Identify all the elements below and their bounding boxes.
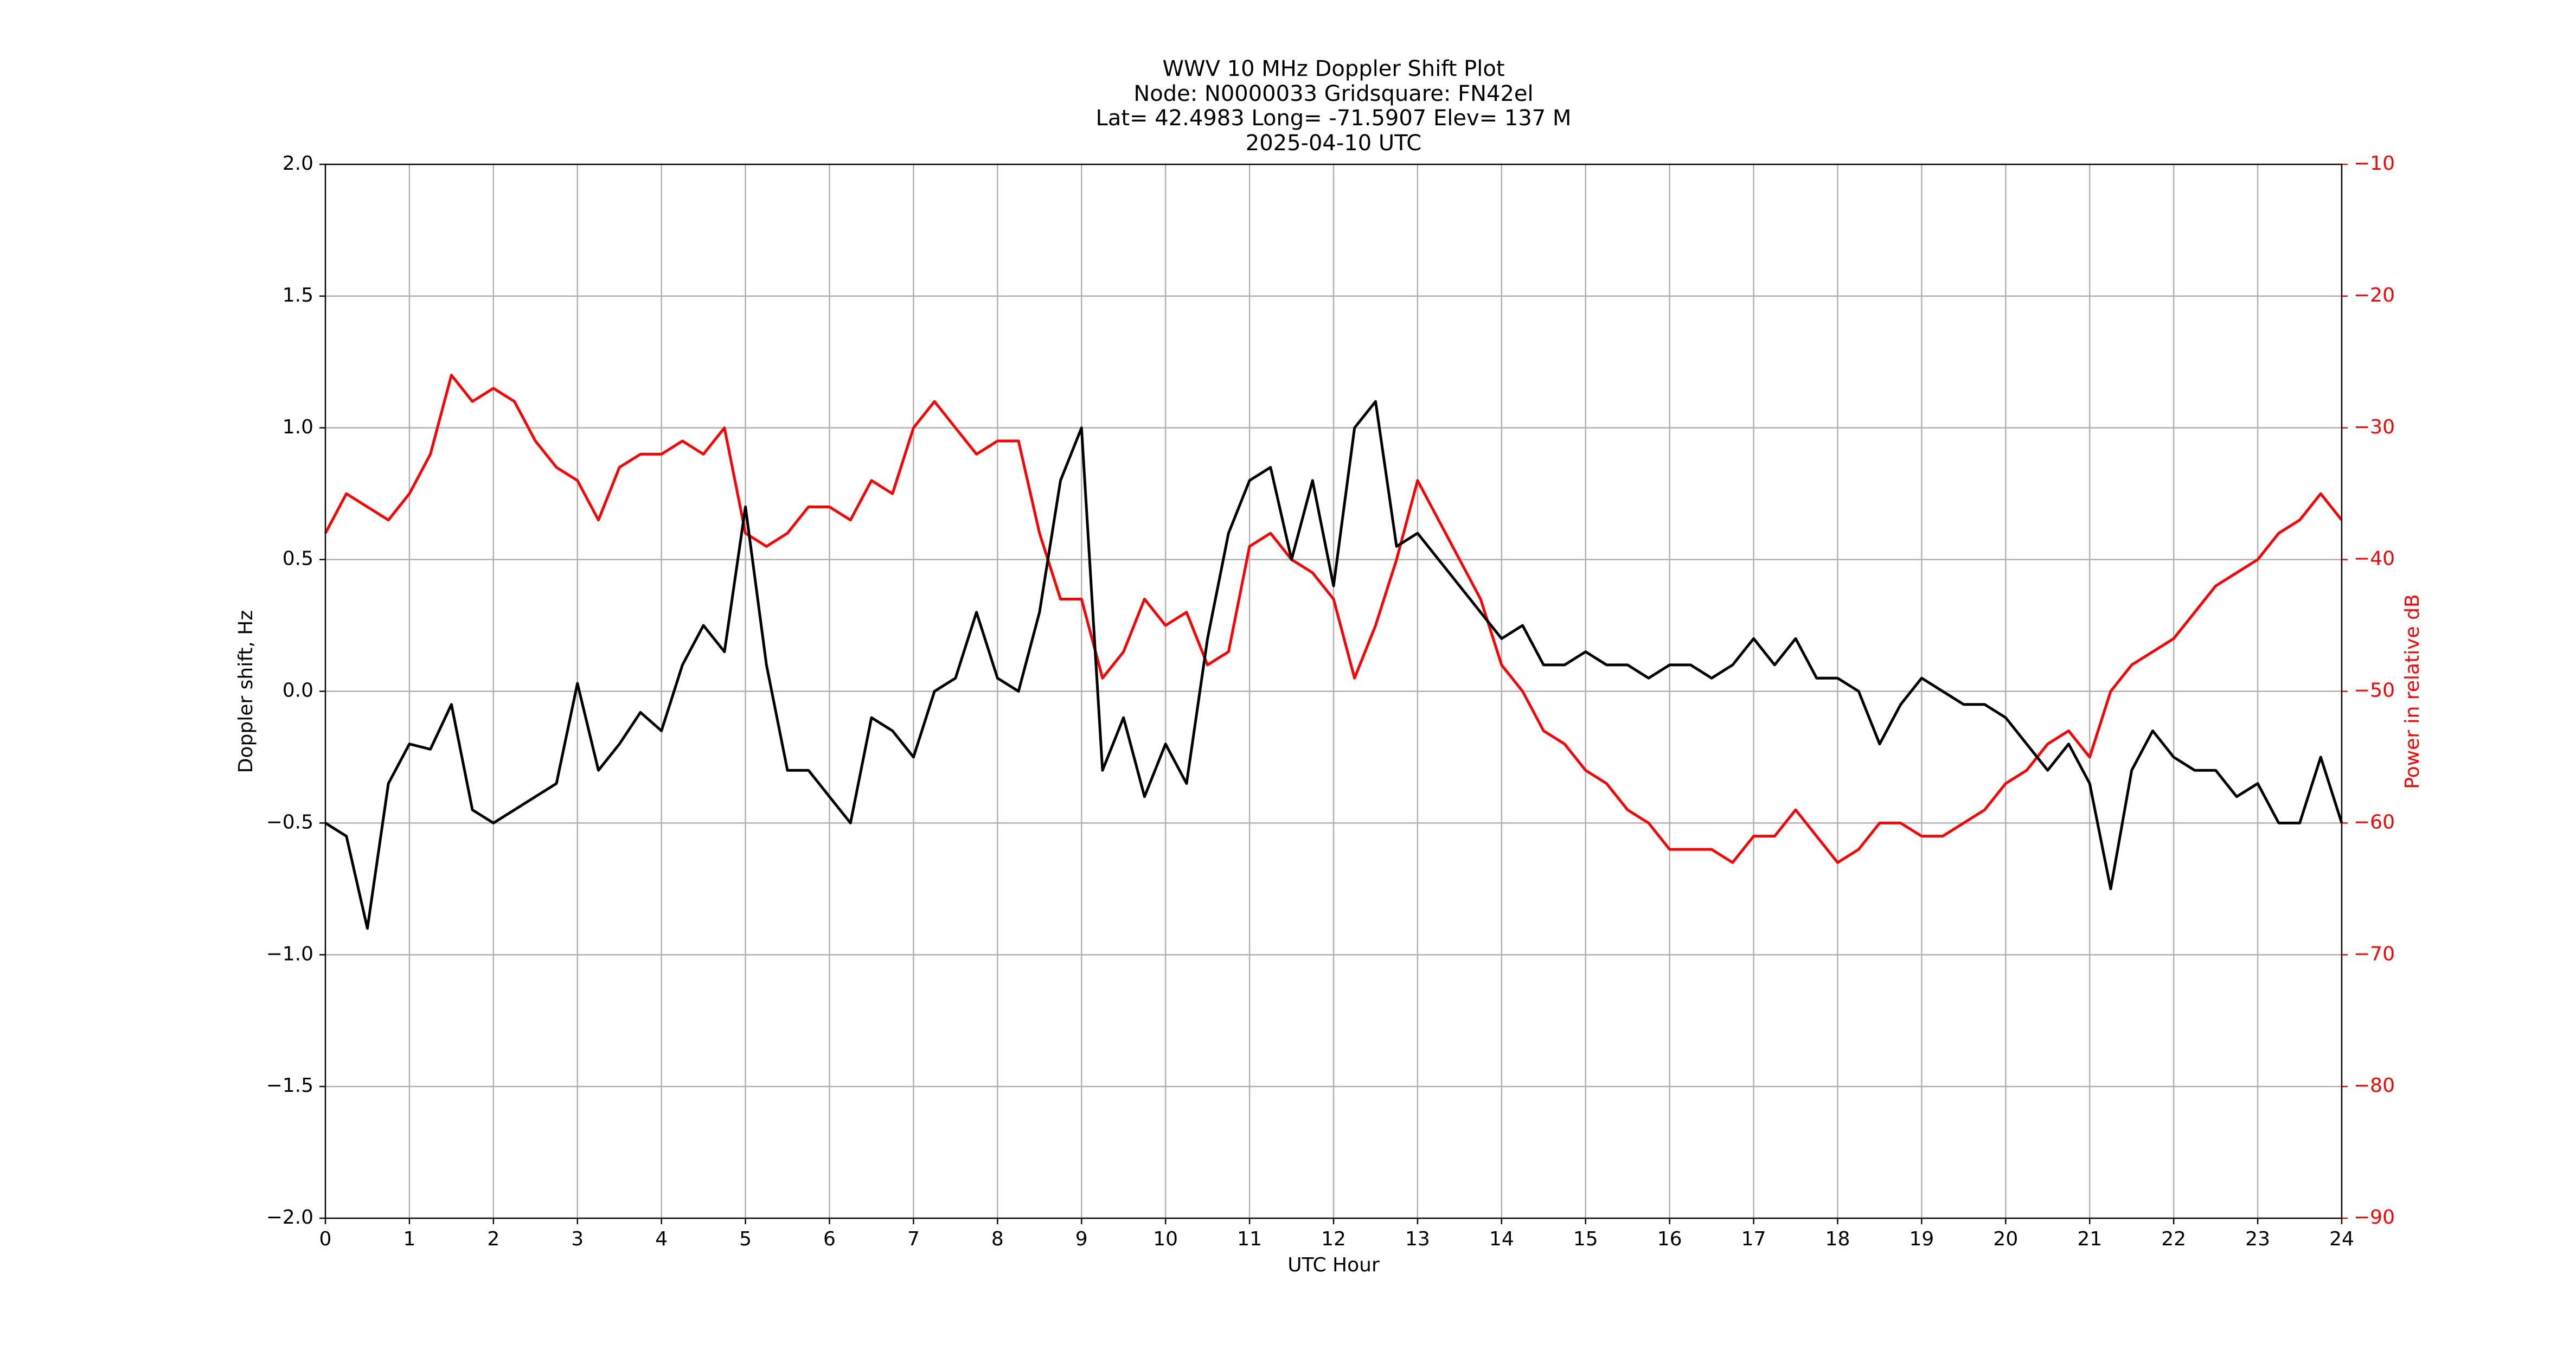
data-line [324, 400, 2343, 930]
data-line [324, 374, 2343, 864]
x-tick-label: 6 [823, 1228, 836, 1250]
x-tick-label: 14 [1489, 1228, 1514, 1250]
y2-tick-label: −30 [2354, 416, 2395, 438]
x-tick-label: 23 [2245, 1228, 2270, 1250]
chart-title: Lat= 42.4983 Long= -71.5907 Elev= 137 M [1096, 106, 1572, 131]
x-tick-label: 11 [1237, 1228, 1262, 1250]
y-tick-label: 0.0 [283, 680, 313, 702]
x-tick-label: 21 [2077, 1228, 2102, 1250]
x-tick-label: 12 [1321, 1228, 1346, 1250]
x-tick-label: 4 [655, 1228, 668, 1250]
y-tick-label: 2.0 [283, 152, 313, 175]
y-tick-label: −0.5 [266, 811, 313, 833]
x-tick-label: 18 [1825, 1228, 1850, 1250]
x-tick-label: 10 [1153, 1228, 1178, 1250]
x-tick-label: 3 [571, 1228, 584, 1250]
y-tick-label: −1.5 [266, 1074, 313, 1097]
y-tick-label: 0.5 [283, 548, 313, 570]
y2-tick-label: −90 [2354, 1206, 2395, 1229]
y-tick-label: 1.0 [283, 416, 313, 438]
y2-tick-label: −40 [2354, 548, 2395, 570]
chart-title: WWV 10 MHz Doppler Shift Plot [1162, 56, 1504, 81]
chart-title: 2025-04-10 UTC [1246, 131, 1421, 156]
y2-axis-label: Power in relative dB [2401, 594, 2424, 789]
x-tick-label: 7 [907, 1228, 920, 1250]
x-tick-label: 22 [2161, 1228, 2186, 1250]
x-tick-label: 17 [1741, 1228, 1766, 1250]
y2-tick-label: −10 [2354, 152, 2395, 175]
x-tick-label: 15 [1573, 1228, 1598, 1250]
y-tick-label: −2.0 [266, 1206, 313, 1229]
x-tick-label: 2 [487, 1228, 499, 1250]
x-tick-label: 5 [739, 1228, 752, 1250]
x-tick-label: 24 [2329, 1228, 2354, 1250]
y2-tick-label: −80 [2354, 1074, 2395, 1097]
chart-title: Node: N0000033 Gridsquare: FN42el [1133, 81, 1533, 106]
y2-tick-label: −50 [2354, 680, 2395, 702]
x-tick-label: 9 [1075, 1228, 1088, 1250]
x-axis-label: UTC Hour [1287, 1254, 1380, 1276]
x-tick-label: 13 [1405, 1228, 1430, 1250]
x-tick-label: 1 [403, 1228, 415, 1250]
x-tick-label: 16 [1657, 1228, 1682, 1250]
x-tick-label: 20 [1993, 1228, 2018, 1250]
y-tick-label: −1.0 [266, 943, 313, 965]
y2-tick-label: −60 [2354, 811, 2395, 833]
y2-tick-label: −20 [2354, 284, 2395, 306]
y-axis-label: Doppler shift, Hz [235, 610, 257, 773]
y2-tick-label: −70 [2354, 943, 2395, 965]
x-tick-label: 19 [1909, 1228, 1934, 1250]
x-tick-label: 0 [319, 1228, 332, 1250]
plot-frame [324, 163, 2343, 1219]
x-tick-label: 8 [991, 1228, 1004, 1250]
y-tick-label: 1.5 [283, 284, 313, 306]
